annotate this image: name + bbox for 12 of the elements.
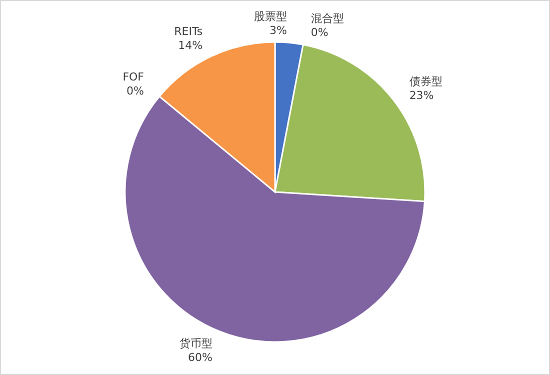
category-label: 混合型: [310, 12, 344, 26]
data-label: 14%: [178, 39, 203, 52]
slice-label: 债券型: [409, 74, 442, 88]
data-label: 60%: [188, 351, 212, 364]
text: 0%: [126, 84, 144, 98]
category-label: FOF: [122, 70, 144, 84]
data-label: 3%: [270, 24, 287, 37]
slice-label: 货币型: [179, 337, 212, 350]
slice-label: REITs: [174, 25, 203, 38]
slice-label: 股票型: [254, 10, 287, 23]
data-label: 23%: [409, 88, 434, 102]
text: 0%: [310, 26, 328, 40]
